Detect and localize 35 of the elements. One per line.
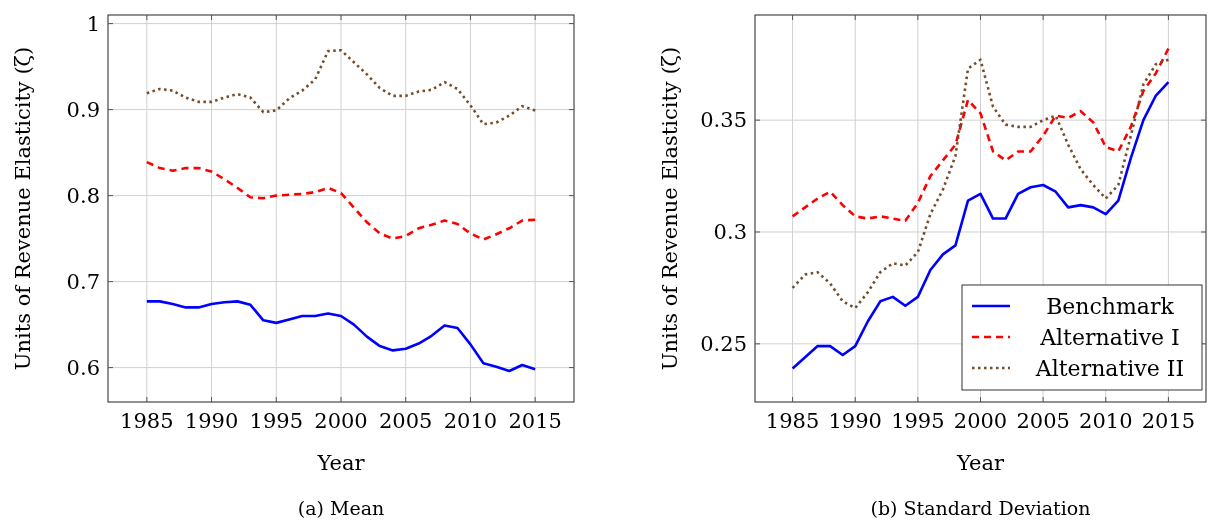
x-tick-label: 2015 <box>508 409 562 433</box>
y-tick-label: 0.3 <box>713 220 747 245</box>
text: (b) Standard Deviation <box>870 497 1091 519</box>
x-axis-title: Year <box>316 451 366 475</box>
x-tick-label: 2005 <box>1016 409 1070 433</box>
line-series <box>791 47 1170 223</box>
x-tick-label: 2015 <box>1141 409 1196 433</box>
x-tick-label: 2000 <box>314 409 368 433</box>
x-tick-label: 2000 <box>953 409 1008 433</box>
x-tick-label: 1990 <box>184 409 239 433</box>
x-tick-label: 1985 <box>765 409 820 433</box>
x-tick-label: 2010 <box>1079 409 1133 433</box>
y-tick-label: 1 <box>86 11 100 36</box>
x-axis-title: Year <box>955 451 1005 475</box>
legend-label: Benchmark <box>1046 293 1175 319</box>
y-tick-label: 0.9 <box>66 97 100 122</box>
y-tick-label: 0.6 <box>66 355 100 380</box>
legend-label: Alternative I <box>1039 324 1180 350</box>
x-tick-label: 2005 <box>379 409 433 433</box>
text: (a) Mean <box>297 497 385 519</box>
y-axis-title: Units of Revenue Elasticity (ζ) <box>11 46 35 371</box>
y-tick-label: 0.25 <box>700 332 747 357</box>
y-tick-label: 0.7 <box>66 269 100 294</box>
x-tick-label: 2010 <box>443 409 498 433</box>
line-series <box>145 48 537 126</box>
line-series <box>145 300 537 373</box>
legend-label: Alternative II <box>1034 355 1185 381</box>
x-tick-label: 1995 <box>249 409 303 433</box>
x-tick-label: 1985 <box>120 409 174 433</box>
y-tick-label: 0.8 <box>66 183 100 208</box>
line-series <box>145 160 537 241</box>
x-tick-label: 1995 <box>891 409 945 433</box>
y-tick-label: 0.35 <box>700 108 747 133</box>
x-tick-label: 1990 <box>828 409 882 433</box>
y-axis-title: Units of Revenue Elasticity (ζ) <box>658 46 682 371</box>
